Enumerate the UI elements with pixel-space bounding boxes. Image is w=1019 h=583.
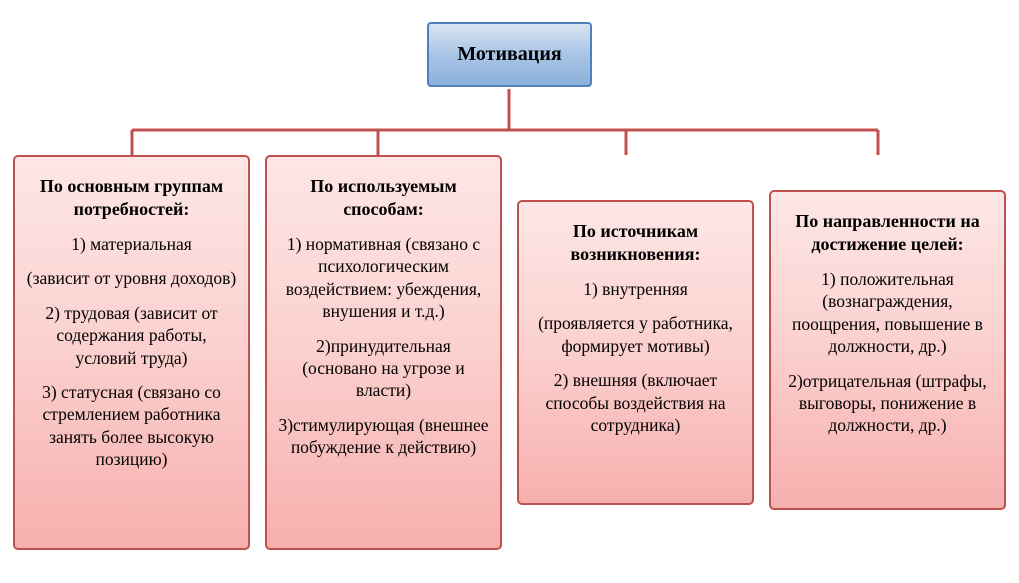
- card-item: 2)принудительная (основано на угрозе и в…: [277, 335, 490, 402]
- card-wrapper: По направленности на достижение целей: 1)…: [769, 190, 1006, 550]
- card-title: По направленности на достижение целей:: [781, 210, 994, 256]
- card-wrapper: По основным группам потребностей: 1) мате…: [13, 155, 250, 550]
- card-title: По используемым способам:: [277, 175, 490, 221]
- card-item: 2) трудовая (зависит от содержания работ…: [25, 302, 238, 369]
- card-item: 1) материальная: [25, 233, 238, 255]
- card-wrapper: По используемым способам: 1) нормативная …: [265, 155, 502, 550]
- category-card: По основным группам потребностей: 1) мате…: [13, 155, 250, 550]
- card-item: 2) внешняя (включает способы воздействия…: [529, 369, 742, 436]
- card-item: 1) нормативная (связано с психологически…: [277, 233, 490, 323]
- cards-row: По основным группам потребностей: 1) мате…: [13, 155, 1006, 550]
- category-card: По используемым способам: 1) нормативная …: [265, 155, 502, 550]
- card-title: По источникам возникновения:: [529, 220, 742, 266]
- card-item: 3)стимулирующая (внешнее побуждение к де…: [277, 414, 490, 459]
- card-item: 3) статусная (связано со стремлением раб…: [25, 381, 238, 471]
- card-item: 2)отрицательная (штрафы, выговоры, пониж…: [781, 370, 994, 437]
- card-title: По основным группам потребностей:: [25, 175, 238, 221]
- category-card: По источникам возникновения: 1) внутрення…: [517, 200, 754, 505]
- card-item: 1) положительная (вознаграждения, поощре…: [781, 268, 994, 358]
- card-wrapper: По источникам возникновения: 1) внутрення…: [517, 200, 754, 550]
- card-item: (зависит от уровня доходов): [25, 267, 238, 289]
- card-item: 1) внутренняя: [529, 278, 742, 300]
- category-card: По направленности на достижение целей: 1)…: [769, 190, 1006, 510]
- root-node: Мотивация: [427, 22, 592, 87]
- root-label: Мотивация: [457, 43, 561, 66]
- card-item: (проявляется у работника, формирует моти…: [529, 312, 742, 357]
